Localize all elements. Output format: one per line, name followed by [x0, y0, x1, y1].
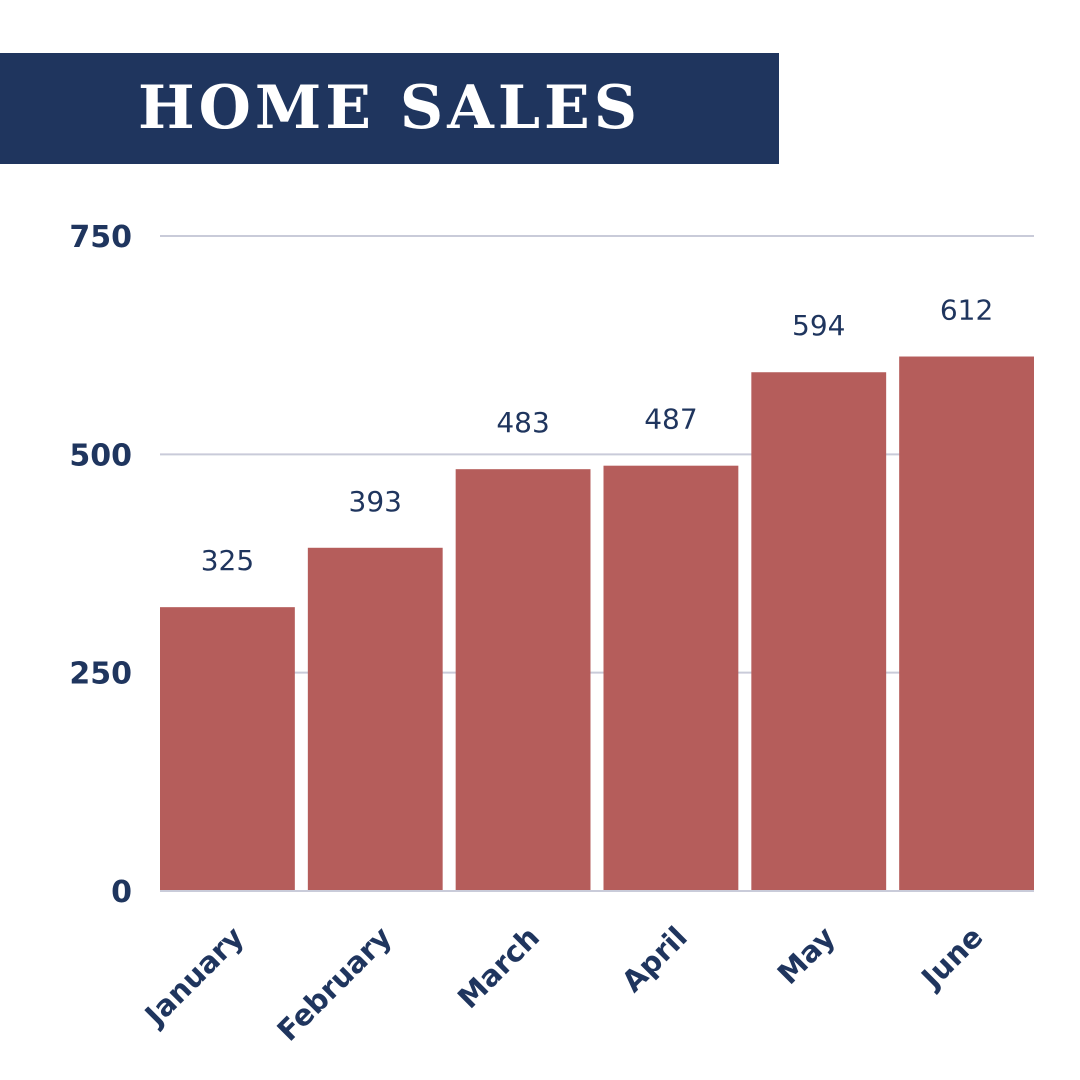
data-label: 393	[349, 485, 402, 518]
y-tick-label: 0	[111, 875, 132, 910]
x-tick-label: February	[270, 920, 398, 1048]
data-label: 594	[792, 309, 845, 342]
x-tick-label: May	[771, 920, 842, 991]
data-label: 487	[644, 403, 697, 436]
bar-june	[899, 356, 1034, 891]
x-tick-label: April	[615, 920, 694, 999]
y-tick-label: 500	[69, 438, 132, 473]
y-tick-label: 250	[69, 657, 132, 692]
y-tick-label: 750	[69, 220, 132, 255]
data-label: 612	[940, 294, 993, 327]
data-label: 325	[201, 544, 254, 577]
bar-march	[455, 469, 591, 891]
bar-february	[307, 547, 443, 891]
bar-may	[751, 372, 887, 891]
bar-april	[603, 465, 739, 891]
title-banner: HOME SALES	[0, 53, 779, 164]
chart-title: HOME SALES	[137, 73, 642, 143]
x-tick-label: June	[913, 920, 989, 996]
x-tick-label: January	[137, 920, 251, 1034]
x-tick-label: March	[451, 920, 546, 1015]
data-label: 483	[496, 406, 549, 439]
bar-january	[160, 607, 295, 891]
